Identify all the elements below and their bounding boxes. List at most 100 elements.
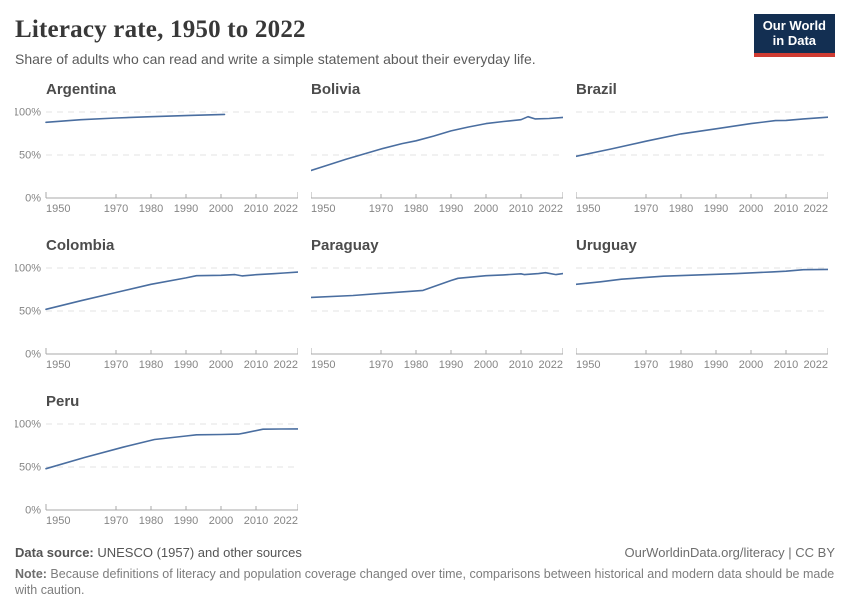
x-tick-label: 1990 [439, 359, 463, 371]
x-tick-label: 1950 [576, 203, 600, 215]
y-tick-label: 100% [15, 418, 41, 430]
x-tick-label: 1950 [311, 359, 335, 371]
y-tick-label: 0% [25, 348, 41, 360]
footnote: Note: Because definitions of literacy an… [15, 566, 835, 600]
x-tick-label: 2022 [274, 515, 298, 527]
x-tick-label: 2000 [474, 359, 498, 371]
footnote-text: Because definitions of literacy and popu… [15, 566, 835, 598]
page-title: Literacy rate, 1950 to 2022 [15, 16, 306, 43]
x-tick-label: 2022 [274, 359, 298, 371]
owid-logo[interactable]: Our World in Data [753, 14, 835, 57]
x-tick-label: 1980 [669, 203, 693, 215]
data-source: Data source: UNESCO (1957) and other sou… [15, 545, 302, 560]
owid-logo-line1: Our World [762, 18, 826, 33]
data-line-bolivia [310, 115, 564, 171]
y-tick-label: 50% [19, 149, 41, 161]
x-tick-label: 1990 [704, 359, 728, 371]
x-tick-label: 2022 [539, 203, 563, 215]
line-chart-bolivia: 1950 1970 1980 1990 2000 2010 2022 [310, 111, 564, 215]
x-tick-label: 2022 [274, 203, 298, 215]
small-multiples-grid: Argentina 1950 1970 1980 1990 2000 2010 2022 100… [13, 80, 835, 533]
owid-logo-line2: in Data [772, 32, 817, 48]
line-chart-uruguay: 1950 1970 1980 1990 2000 2010 2022 [575, 267, 829, 371]
x-tick-label: 1990 [174, 515, 198, 527]
facet-title-paraguay: Paraguay [311, 236, 379, 254]
x-tick-label: 1980 [139, 359, 163, 371]
x-tick-label: 1970 [104, 203, 128, 215]
x-tick-label: 1950 [311, 203, 335, 215]
facet-bolivia: Bolivia 1950 1970 1980 1990 2000 2010 2022 [310, 80, 564, 221]
x-tick-label: 1970 [104, 515, 128, 527]
source-row: Data source: UNESCO (1957) and other sou… [15, 545, 835, 560]
facet-title-colombia: Colombia [46, 236, 115, 254]
facet-argentina: Argentina 1950 1970 1980 1990 2000 2010 2022 100… [13, 80, 299, 221]
x-tick-label: 2000 [739, 359, 763, 371]
x-tick-label: 2022 [804, 203, 828, 215]
x-tick-label: 2000 [209, 203, 233, 215]
x-tick-label: 2000 [209, 515, 233, 527]
facet-title-uruguay: Uruguay [576, 236, 637, 254]
line-chart-brazil: 1950 1970 1980 1990 2000 2010 2022 [575, 111, 829, 215]
x-tick-label: 1990 [174, 203, 198, 215]
facet-paraguay: Paraguay 1950 1970 1980 1990 2000 2010 2022 [310, 236, 564, 377]
x-tick-label: 2022 [539, 359, 563, 371]
x-tick-label: 1990 [704, 203, 728, 215]
x-tick-label: 2010 [774, 359, 798, 371]
facet-title-peru: Peru [46, 392, 80, 410]
facet-uruguay: Uruguay 1950 1970 1980 1990 2000 2010 2022 [575, 236, 829, 377]
x-tick-label: 1990 [174, 359, 198, 371]
footnote-label: Note: [15, 566, 47, 581]
x-tick-label: 2010 [244, 359, 268, 371]
x-tick-label: 1950 [46, 203, 70, 215]
line-chart-argentina: 1950 1970 1980 1990 2000 2010 2022 100% 50% 0% [13, 106, 299, 215]
x-tick-label: 2010 [509, 203, 533, 215]
facet-colombia: Colombia 1950 1970 1980 1990 2000 2010 2022 100%… [13, 236, 299, 377]
x-tick-label: 2000 [209, 359, 233, 371]
data-line-brazil [575, 115, 829, 157]
y-tick-label: 100% [15, 106, 41, 118]
data-line-paraguay [310, 271, 564, 298]
facet-title-argentina: Argentina [46, 80, 117, 98]
header-text: Literacy rate, 1950 to 2022 Share of adu… [15, 12, 536, 81]
line-chart-colombia: 1950 1970 1980 1990 2000 2010 2022 100% 50% 0% [13, 262, 299, 371]
x-tick-label: 1980 [404, 359, 428, 371]
y-tick-label: 50% [19, 461, 41, 473]
facet-title-bolivia: Bolivia [311, 80, 361, 98]
x-tick-label: 1970 [634, 203, 658, 215]
x-tick-label: 1970 [369, 203, 393, 215]
line-chart-peru: 1950 1970 1980 1990 2000 2010 2022 100% 50% 0% [13, 418, 299, 527]
x-tick-label: 2000 [739, 203, 763, 215]
x-tick-label: 2022 [804, 359, 828, 371]
data-line-colombia [45, 270, 299, 310]
facet-title-brazil: Brazil [576, 80, 617, 98]
x-tick-label: 1950 [576, 359, 600, 371]
x-tick-label: 1970 [104, 359, 128, 371]
x-tick-label: 1980 [669, 359, 693, 371]
data-line-argentina [45, 113, 226, 123]
y-tick-label: 50% [19, 305, 41, 317]
x-tick-label: 2000 [474, 203, 498, 215]
data-source-text: UNESCO (1957) and other sources [93, 544, 302, 560]
y-tick-label: 0% [25, 504, 41, 516]
line-chart-paraguay: 1950 1970 1980 1990 2000 2010 2022 [310, 267, 564, 371]
x-tick-label: 1980 [139, 515, 163, 527]
x-tick-label: 1970 [634, 359, 658, 371]
x-tick-label: 2010 [244, 515, 268, 527]
x-tick-label: 1950 [46, 359, 70, 371]
x-tick-label: 1980 [404, 203, 428, 215]
x-tick-label: 1980 [139, 203, 163, 215]
footer: Data source: UNESCO (1957) and other sou… [15, 545, 835, 600]
header: Literacy rate, 1950 to 2022 Share of adu… [15, 12, 835, 81]
data-line-uruguay [575, 268, 829, 285]
facet-brazil: Brazil 1950 1970 1980 1990 2000 2010 2022 [575, 80, 829, 221]
y-tick-label: 100% [15, 262, 41, 274]
x-tick-label: 1990 [439, 203, 463, 215]
x-tick-label: 1970 [369, 359, 393, 371]
data-line-peru [45, 427, 299, 470]
x-tick-label: 1950 [46, 515, 70, 527]
page-subtitle: Share of adults who can read and write a… [15, 50, 536, 67]
facet-peru: Peru 1950 1970 1980 1990 2000 2010 2022 100% 50% 0… [13, 392, 299, 533]
x-tick-label: 2010 [244, 203, 268, 215]
owid-license-link[interactable]: OurWorldinData.org/literacy | CC BY [624, 544, 835, 560]
